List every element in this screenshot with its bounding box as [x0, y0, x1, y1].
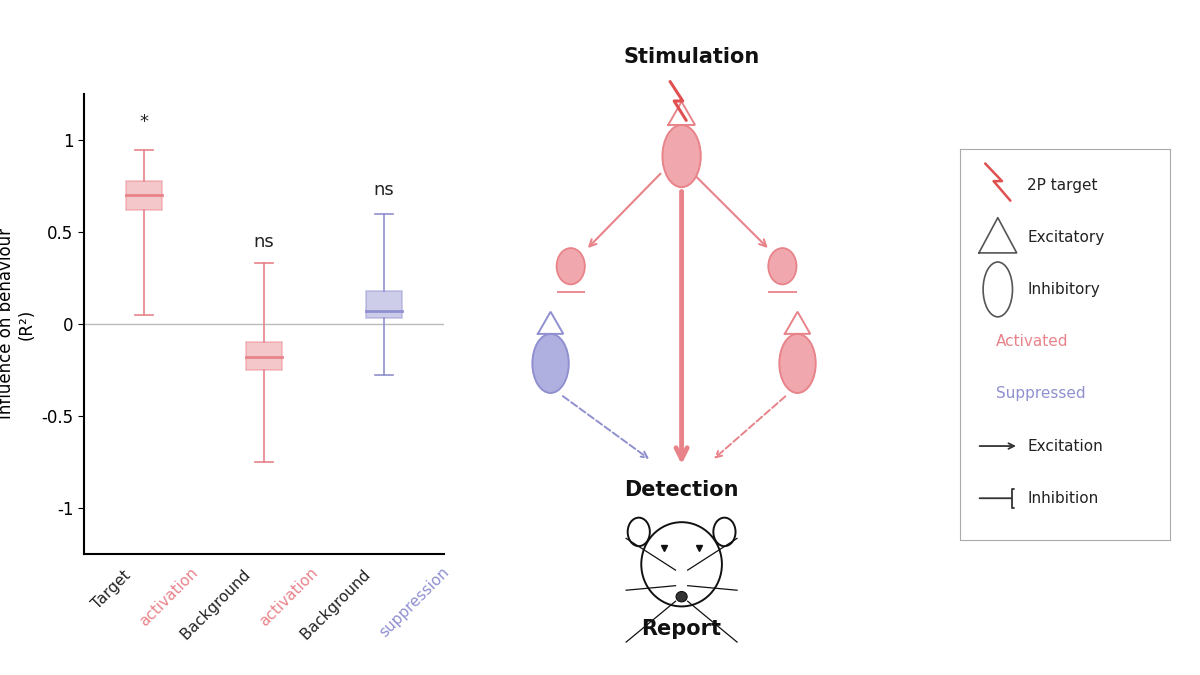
Text: Detection: Detection — [624, 480, 739, 500]
Text: ns: ns — [373, 181, 395, 199]
Text: Activated: Activated — [996, 334, 1068, 349]
Text: Report: Report — [642, 620, 721, 639]
Circle shape — [628, 518, 650, 546]
Text: Stimulation: Stimulation — [624, 47, 760, 67]
Ellipse shape — [676, 591, 688, 602]
Text: *: * — [139, 113, 149, 131]
Text: Suppressed: Suppressed — [996, 386, 1085, 402]
Y-axis label: Influence on behaviour
(R²): Influence on behaviour (R²) — [0, 229, 36, 419]
Text: Target: Target — [89, 564, 137, 612]
Ellipse shape — [779, 334, 816, 393]
Text: Excitation: Excitation — [1027, 439, 1103, 454]
Text: 2P target: 2P target — [1027, 178, 1098, 192]
Text: ns: ns — [253, 233, 275, 250]
Text: Inhibition: Inhibition — [1027, 491, 1098, 506]
Circle shape — [557, 248, 584, 284]
Text: Excitatory: Excitatory — [1027, 230, 1104, 245]
Text: activation: activation — [257, 564, 322, 629]
Ellipse shape — [662, 125, 701, 187]
Text: Background: Background — [179, 564, 257, 643]
Circle shape — [768, 248, 797, 284]
Text: Background: Background — [299, 564, 377, 643]
Text: activation: activation — [137, 564, 202, 629]
Text: suppression: suppression — [377, 564, 452, 640]
Ellipse shape — [533, 334, 569, 393]
Bar — [246, 342, 282, 370]
Text: Inhibitory: Inhibitory — [1027, 282, 1100, 297]
Ellipse shape — [641, 522, 722, 606]
Bar — [366, 291, 402, 319]
Bar — [126, 181, 162, 210]
Circle shape — [713, 518, 736, 546]
